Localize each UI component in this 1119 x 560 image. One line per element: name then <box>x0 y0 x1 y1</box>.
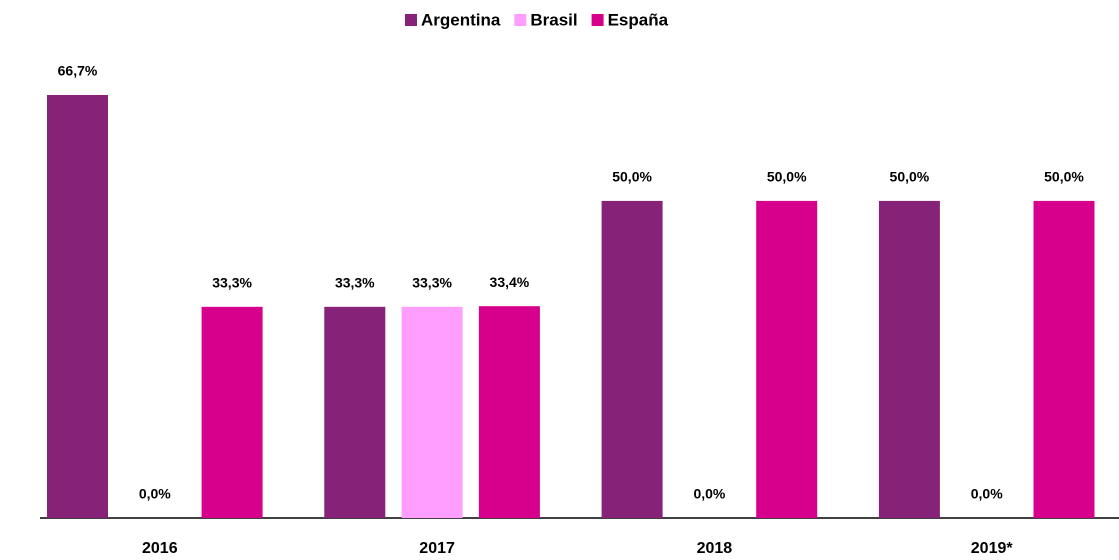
value-label: 66,7% <box>58 63 98 79</box>
legend-label: Argentina <box>421 10 501 29</box>
value-label: 50,0% <box>1044 169 1084 185</box>
x-tick-label: 2017 <box>419 540 455 557</box>
x-tick-label: 2018 <box>697 540 733 557</box>
bar <box>47 95 108 518</box>
bar <box>478 306 540 518</box>
bar <box>201 306 263 518</box>
legend-swatch <box>591 14 604 26</box>
x-tick-label: 2016 <box>142 540 178 557</box>
bar <box>1033 200 1095 518</box>
x-tick-label: 2019* <box>971 540 1014 557</box>
bar <box>324 306 386 518</box>
value-label: 50,0% <box>767 169 807 185</box>
legend-swatch <box>405 14 417 26</box>
value-label: 50,0% <box>890 169 930 185</box>
bar <box>601 200 663 518</box>
bar <box>878 200 940 518</box>
value-label: 0,0% <box>139 486 171 502</box>
bar <box>401 306 463 518</box>
value-label: 33,4% <box>490 274 530 290</box>
value-label: 0,0% <box>693 486 725 502</box>
value-label: 0,0% <box>971 486 1003 502</box>
value-label: 50,0% <box>612 169 652 185</box>
legend-swatch <box>514 14 527 26</box>
legend-label: Brasil <box>530 10 577 29</box>
bar <box>756 200 818 518</box>
value-label: 33,3% <box>212 275 252 291</box>
legend-label: España <box>608 10 669 29</box>
value-label: 33,3% <box>412 275 452 291</box>
value-label: 33,3% <box>335 275 375 291</box>
